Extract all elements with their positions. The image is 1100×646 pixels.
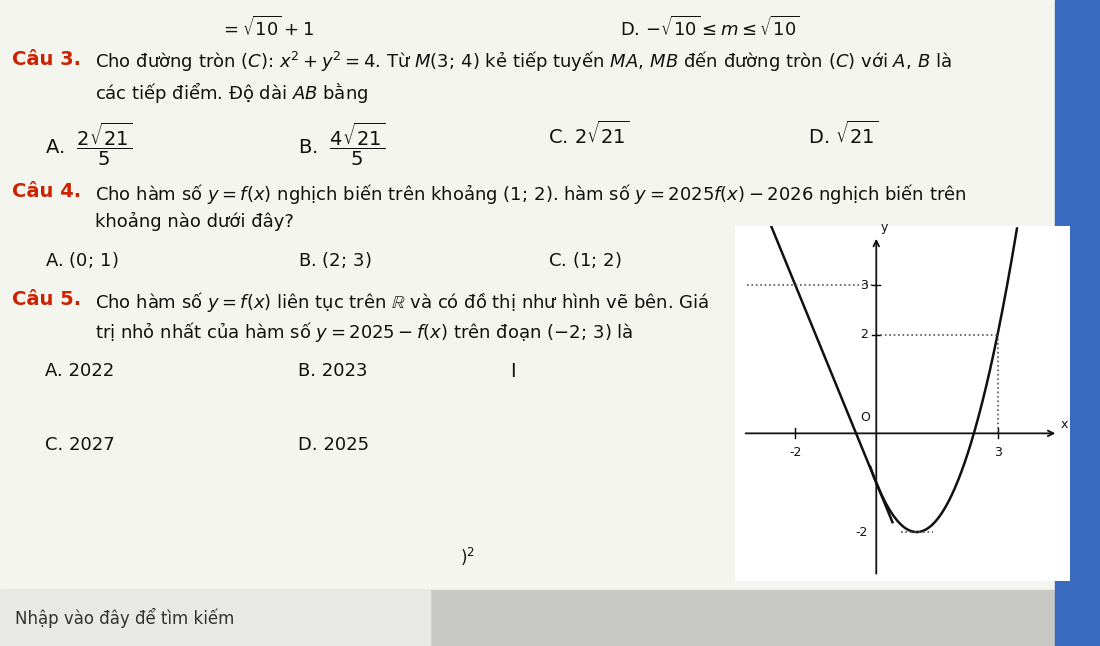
- Text: 2: 2: [860, 328, 868, 341]
- Text: Cho hàm số $y=f(x)$ liên tục trên $\mathbb{R}$ và có đồ thị như hình vẽ bên. Giá: Cho hàm số $y=f(x)$ liên tục trên $\math…: [95, 290, 710, 314]
- Text: A.  $\dfrac{2\sqrt{21}}{5}$: A. $\dfrac{2\sqrt{21}}{5}$: [45, 121, 132, 168]
- Text: D. $\sqrt{21}$: D. $\sqrt{21}$: [808, 121, 879, 149]
- Text: khoảng nào dưới đây?: khoảng nào dưới đây?: [95, 212, 294, 231]
- Text: B. 2023: B. 2023: [298, 362, 367, 380]
- Text: $\mathregular{) ^2}$: $\mathregular{) ^2}$: [460, 546, 475, 568]
- Text: D. $(3;\,4)$: D. $(3;\,4)$: [808, 250, 883, 270]
- Text: các tiếp điểm. Độ dài $AB$ bằng: các tiếp điểm. Độ dài $AB$ bằng: [95, 80, 368, 105]
- Bar: [0, 590, 1100, 646]
- Text: -2: -2: [856, 526, 868, 539]
- Text: 3: 3: [993, 446, 1001, 459]
- Text: Nhập vào đây để tìm kiếm: Nhập vào đây để tìm kiếm: [15, 608, 234, 628]
- Text: -2: -2: [789, 446, 802, 459]
- Text: Câu 4.: Câu 4.: [12, 182, 81, 201]
- Text: Cho hàm số $y=f(x)$ nghịch biến trên khoảng $(1;\,2)$. hàm số $y=2025f(x)-2026$ : Cho hàm số $y=f(x)$ nghịch biến trên kho…: [95, 182, 967, 206]
- Text: $= \sqrt{10} + 1$: $= \sqrt{10} + 1$: [220, 16, 313, 40]
- Bar: [0, 590, 430, 646]
- Text: Câu 5.: Câu 5.: [12, 290, 81, 309]
- Text: A. $(0;\,1)$: A. $(0;\,1)$: [45, 250, 119, 270]
- Text: B.  $\dfrac{4\sqrt{21}}{5}$: B. $\dfrac{4\sqrt{21}}{5}$: [298, 121, 385, 168]
- Bar: [1055, 0, 1100, 646]
- Text: O: O: [860, 412, 870, 424]
- Text: D. 2025: D. 2025: [298, 436, 370, 454]
- Text: y: y: [880, 220, 888, 233]
- Text: C. $2\sqrt{21}$: C. $2\sqrt{21}$: [548, 121, 629, 149]
- Text: C. $(1;\,2)$: C. $(1;\,2)$: [548, 250, 621, 270]
- Text: trị nhỏ nhất của hàm số $y=2025-f(x)$ trên đoạn $(-2;\,3)$ là: trị nhỏ nhất của hàm số $y=2025-f(x)$ tr…: [95, 320, 634, 344]
- Text: I: I: [510, 362, 516, 381]
- Text: A. 2022: A. 2022: [45, 362, 114, 380]
- Text: 3: 3: [860, 279, 868, 292]
- Text: C. 2027: C. 2027: [45, 436, 114, 454]
- Text: Câu 3.: Câu 3.: [12, 50, 81, 69]
- Text: x: x: [1060, 418, 1068, 431]
- Text: D. $-\sqrt{10} \leq m \leq \sqrt{10}$: D. $-\sqrt{10} \leq m \leq \sqrt{10}$: [620, 16, 800, 40]
- Text: B. $(2;\,3)$: B. $(2;\,3)$: [298, 250, 372, 270]
- Text: Cho đường tròn $(C)$: $x^2+y^2=4$. Từ $M(3;\,4)$ kẻ tiếp tuyến $MA,\,MB$ đến đườ: Cho đường tròn $(C)$: $x^2+y^2=4$. Từ $M…: [95, 50, 952, 74]
